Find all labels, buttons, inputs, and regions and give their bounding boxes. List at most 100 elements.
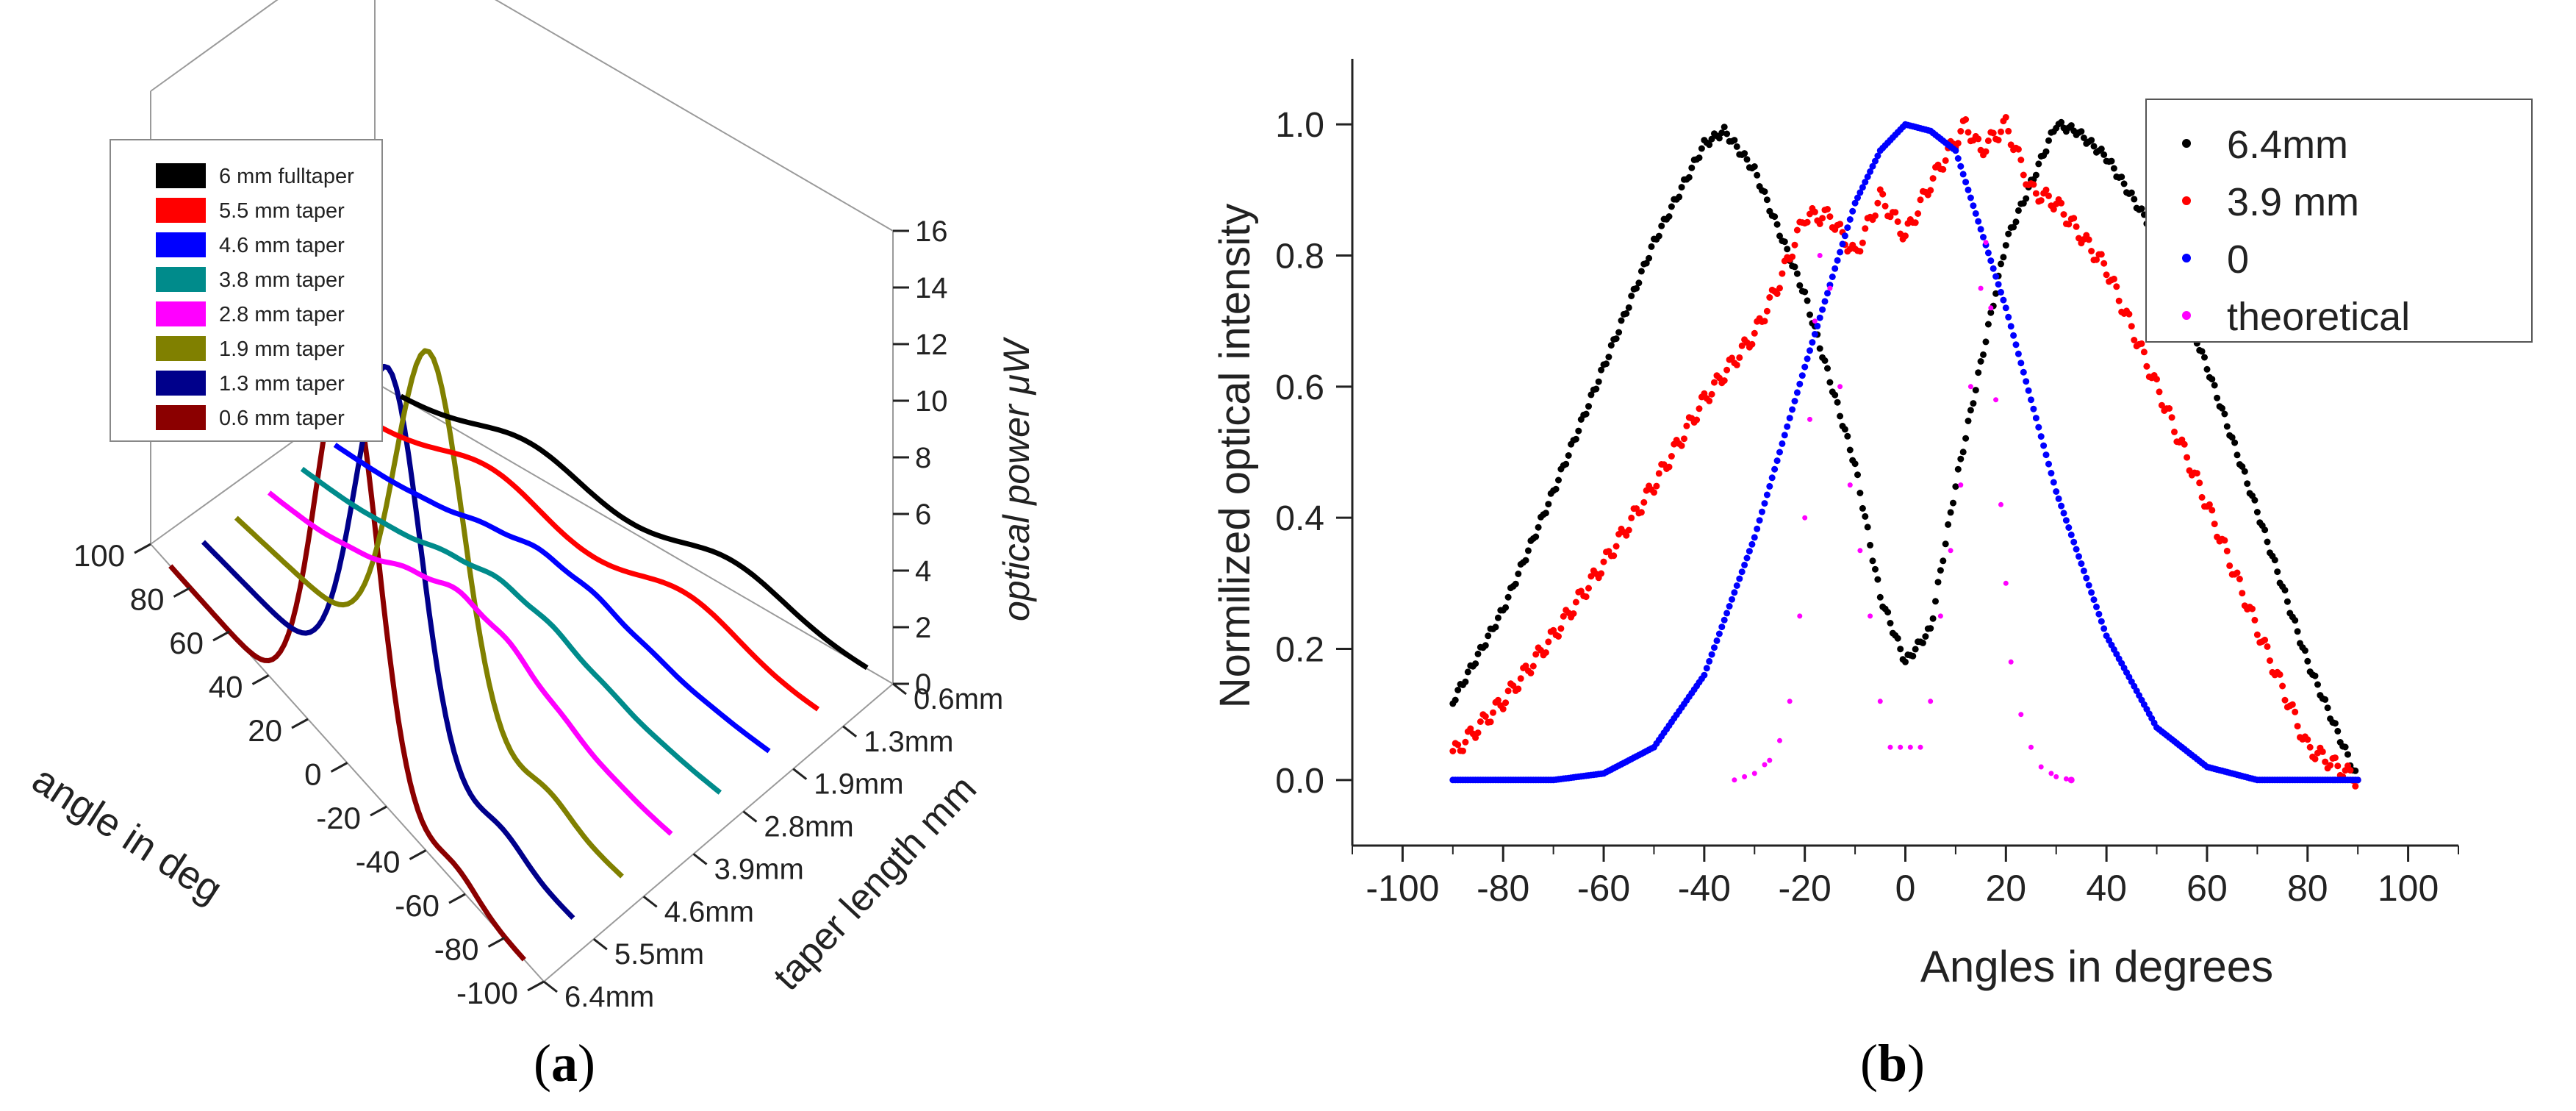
- point-3-9-mm: [2292, 708, 2299, 715]
- point-6-4mm: [2219, 404, 2225, 412]
- point-theoretical: [1732, 777, 1737, 783]
- point-3-9-mm: [2060, 211, 2067, 218]
- point-0: [1759, 508, 1765, 515]
- point-6-4mm: [1841, 426, 1848, 433]
- legend-label-4-6-mm-taper: 4.6 mm taper: [219, 234, 345, 257]
- point-6-4mm: [2012, 218, 2020, 226]
- point-0: [1856, 189, 1864, 196]
- angle-tick-80: 80: [130, 582, 165, 617]
- point-3-9-mm: [1912, 219, 1919, 226]
- legend-swatch-0-6-mm-taper: [156, 405, 206, 430]
- point-3-9-mm: [1748, 340, 1756, 348]
- point-3-9-mm: [1982, 148, 1990, 155]
- point-6-4mm: [1582, 410, 1590, 418]
- point-6-4mm: [1585, 403, 1592, 410]
- point-theoretical: [2067, 776, 2075, 784]
- point-3-9-mm: [2304, 736, 2311, 743]
- point-6-4mm: [1984, 321, 1992, 328]
- point-0: [1987, 257, 1995, 265]
- point-0: [1841, 232, 1848, 240]
- point-0: [2083, 574, 2090, 582]
- point-3-9-mm: [1477, 718, 1484, 725]
- point-3-9-mm: [2209, 507, 2216, 514]
- point-0: [1959, 171, 1967, 178]
- point-0: [1816, 314, 1823, 321]
- point-0: [1789, 406, 1796, 413]
- point-0: [2085, 582, 2092, 589]
- point-3-9-mm: [2267, 657, 2273, 664]
- legend-label-5-5-mm-taper: 5.5 mm taper: [219, 199, 345, 223]
- point-theoretical: [1988, 305, 1994, 311]
- point-3-9-mm: [2073, 223, 2080, 230]
- point-3-9-mm: [1560, 612, 1567, 620]
- point-3-9-mm: [1874, 199, 1881, 207]
- point-6-4mm: [1975, 369, 1982, 376]
- point-6-4mm: [1625, 304, 1632, 311]
- taper-tick-mark-3-9mm: [692, 853, 708, 865]
- point-6-4mm: [1851, 460, 1859, 468]
- point-6-4mm: [1834, 399, 1841, 406]
- point-3-9-mm: [1975, 135, 1982, 143]
- point-6-4mm: [1743, 156, 1751, 163]
- point-0: [1954, 155, 1962, 162]
- point-6-4mm: [2234, 451, 2241, 459]
- taper-tick-mark-6-4mm: [543, 980, 558, 993]
- point-0: [1809, 339, 1816, 346]
- point-0: [1718, 624, 1726, 631]
- point-0: [2025, 387, 2032, 394]
- legend-label-0: 0: [2227, 237, 2249, 282]
- panel-b-x-ticks: -100 -80 -60 -40 -20 0 20 40 60 80 100: [1352, 846, 2459, 909]
- point-6-4mm: [1954, 465, 1962, 473]
- power-tick-14: 14: [915, 272, 948, 304]
- point-6-4mm: [1947, 509, 1954, 516]
- angle-tick-mark-20: [291, 718, 309, 729]
- point-0: [1829, 274, 1836, 280]
- angle-tick-mark-100: [527, 980, 545, 992]
- point-6-4mm: [1605, 354, 1612, 360]
- point-6-4mm: [1957, 455, 1965, 462]
- point-0: [2055, 495, 2062, 502]
- point-6-4mm: [1575, 427, 1582, 435]
- point-6-4mm: [1512, 580, 1519, 587]
- point-6-4mm: [1464, 668, 1471, 676]
- series-theoretical: [1732, 240, 2075, 784]
- point-3-9-mm: [2103, 271, 2110, 279]
- point-3-9-mm: [2294, 723, 2301, 730]
- point-0: [1995, 281, 2002, 288]
- point-0: [1980, 234, 1987, 240]
- point-6-4mm: [1628, 293, 1635, 299]
- taper-tick-4-6mm: 4.6mm: [664, 896, 754, 928]
- angle-tick-mark-100: [134, 543, 151, 554]
- point-3-9-mm: [1612, 543, 1620, 550]
- point-6-4mm: [2231, 439, 2239, 446]
- panel-b-caption-close: ): [1907, 1034, 1925, 1093]
- point-3-9-mm: [2158, 401, 2165, 409]
- taper-tick-mark-2-8mm: [742, 810, 758, 823]
- point-0: [2035, 424, 2042, 431]
- point-6-4mm: [1515, 571, 1522, 577]
- point-3-9-mm: [1555, 633, 1562, 640]
- point-6-4mm: [1474, 650, 1482, 657]
- point-3-9-mm: [1529, 662, 1537, 670]
- top-edge-left: [150, 0, 279, 92]
- point-6-4mm: [2201, 354, 2208, 361]
- taper-tick-3-9mm: 3.9mm: [714, 853, 804, 885]
- point-6-4mm: [1821, 357, 1829, 364]
- point-3-9-mm: [2058, 199, 2065, 207]
- point-3-9-mm: [1665, 463, 1673, 471]
- angle-tick-100: -100: [456, 976, 518, 1010]
- point-3-9-mm: [1761, 318, 1768, 325]
- legend-marker-0: [2182, 254, 2191, 262]
- point-6-4mm: [1696, 154, 1703, 162]
- point-3-9-mm: [1892, 209, 1899, 216]
- point-0: [2002, 304, 2009, 312]
- point-3-9-mm: [1721, 377, 1728, 385]
- point-6-4mm: [1678, 184, 1685, 191]
- point-6-4mm: [1635, 279, 1643, 287]
- point-0: [1967, 194, 1974, 201]
- point-3-9-mm: [2181, 440, 2188, 448]
- point-0: [1839, 240, 1846, 248]
- point-theoretical: [1802, 515, 1808, 521]
- point-6-4mm: [1773, 221, 1781, 228]
- point-0: [1726, 603, 1733, 610]
